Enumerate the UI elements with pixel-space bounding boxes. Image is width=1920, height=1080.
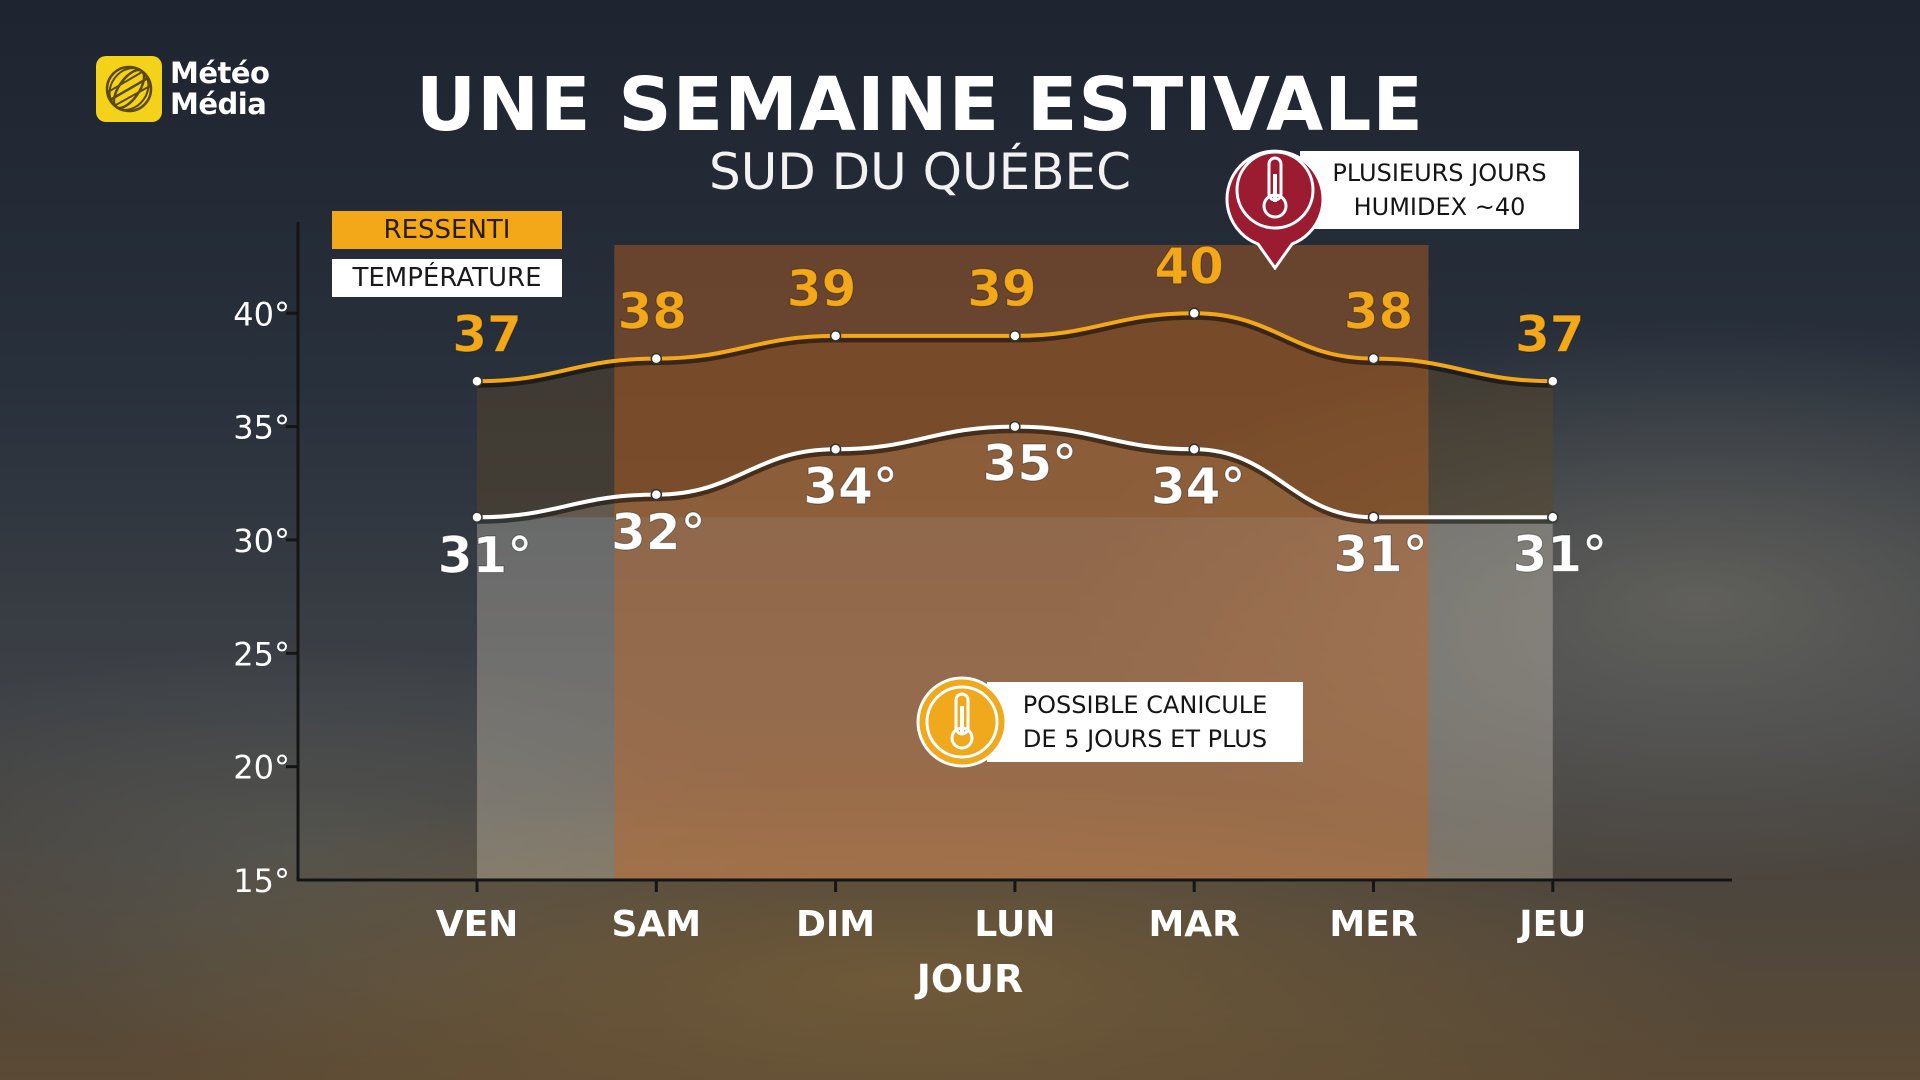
temperature-point xyxy=(1547,511,1559,524)
ressenti-data-label: 38 xyxy=(1344,283,1414,341)
x-tick-label: VEN xyxy=(436,904,519,945)
ressenti-point xyxy=(1367,352,1380,365)
x-tick-label: JEU xyxy=(1516,904,1586,945)
humidex-callout-line2: HUMIDEX ~40 xyxy=(1353,193,1526,221)
x-tick-label: MAR xyxy=(1148,904,1239,945)
brand-line1: Météo xyxy=(170,56,270,90)
canicule-callout-line2: DE 5 JOURS ET PLUS xyxy=(1022,725,1268,753)
ressenti-data-label: 39 xyxy=(967,260,1037,318)
ressenti-point xyxy=(829,330,842,342)
thermometer-pin-icon xyxy=(1225,149,1325,270)
x-tick-label: DIM xyxy=(796,904,875,945)
temperature-area xyxy=(477,426,1553,880)
humidex-callout: PLUSIEURS JOURS HUMIDEX ~40 xyxy=(1300,151,1579,229)
ressenti-data-label: 37 xyxy=(1515,305,1585,363)
temperature-point xyxy=(829,443,842,456)
ressenti-data-label: 39 xyxy=(787,260,857,318)
y-tick-label: 35° xyxy=(233,409,290,447)
brand-line2: Média xyxy=(170,87,267,121)
legend-ressenti: RESSENTI xyxy=(332,211,562,249)
ressenti-area xyxy=(477,313,1553,518)
ressenti-data-label: 37 xyxy=(452,305,522,363)
ressenti-point xyxy=(1009,330,1021,342)
y-tick-label: 15° xyxy=(233,862,290,900)
ressenti-point xyxy=(1188,307,1200,319)
canicule-callout-line1: POSSIBLE CANICULE xyxy=(1022,691,1268,719)
temperature-data-label: 35° xyxy=(983,435,1078,493)
temperature-point xyxy=(1009,420,1021,433)
ressenti-point xyxy=(650,352,663,365)
temperature-point xyxy=(650,488,663,501)
y-tick-label: 30° xyxy=(233,522,290,560)
humidex-callout-line1: PLUSIEURS JOURS xyxy=(1332,159,1547,187)
x-tick-label: MER xyxy=(1329,904,1417,945)
temperature-data-label: 32° xyxy=(611,504,706,562)
thermometer-icon xyxy=(916,676,1008,768)
temperature-data-label: 31° xyxy=(1513,525,1608,583)
page-subtitle: SUD DU QUÉBEC xyxy=(708,143,1132,201)
ressenti-data-label: 38 xyxy=(618,283,688,341)
temperature-data-label: 34° xyxy=(1151,457,1246,515)
legend-temperature: TEMPÉRATURE xyxy=(332,259,562,297)
ressenti-point xyxy=(1547,375,1559,388)
x-tick-label: LUN xyxy=(974,904,1055,945)
temperature-point xyxy=(1367,511,1380,524)
globe-icon xyxy=(96,56,162,122)
temperature-point xyxy=(1188,443,1200,456)
x-tick-label: SAM xyxy=(611,904,701,945)
temperature-data-label: 31° xyxy=(1333,525,1428,583)
ressenti-point xyxy=(471,375,483,388)
canicule-callout: POSSIBLE CANICULE DE 5 JOURS ET PLUS xyxy=(987,682,1303,762)
ressenti-data-label: 40 xyxy=(1154,237,1224,295)
y-tick-label: 40° xyxy=(233,295,290,333)
brand-logo: Météo Média xyxy=(96,56,270,122)
y-tick-label: 25° xyxy=(233,635,290,673)
temperature-point xyxy=(471,511,483,524)
temperature-data-label: 34° xyxy=(803,457,898,515)
y-tick-label: 20° xyxy=(233,749,290,787)
x-axis-label: JOUR xyxy=(914,957,1024,1001)
temperature-data-label: 31° xyxy=(438,526,533,584)
page-title: UNE SEMAINE ESTIVALE xyxy=(416,62,1424,148)
